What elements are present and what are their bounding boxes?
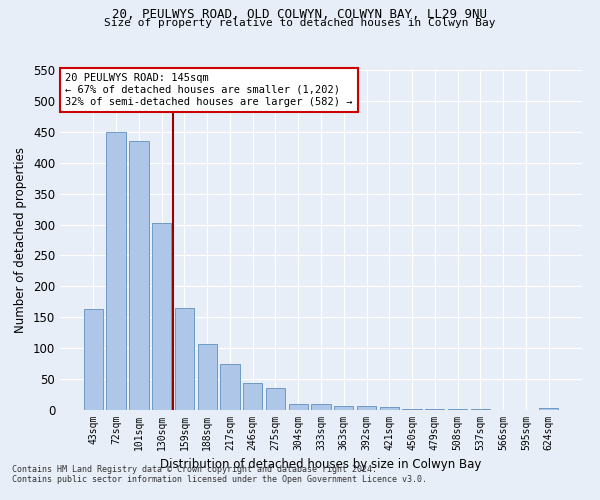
Bar (357, 406, 376, 410)
Bar (380, 407, 399, 410)
Bar (197, 344, 217, 410)
Bar (84, 309, 103, 410)
Bar (152, 222, 172, 410)
Text: 20 PEULWYS ROAD: 145sqm
← 67% of detached houses are smaller (1,202)
32% of semi: 20 PEULWYS ROAD: 145sqm ← 67% of detache… (65, 74, 353, 106)
Bar (175, 308, 194, 410)
Bar (243, 384, 262, 410)
Bar (129, 141, 149, 410)
X-axis label: Distribution of detached houses by size in Colwyn Bay: Distribution of detached houses by size … (160, 458, 482, 471)
Y-axis label: Number of detached properties: Number of detached properties (14, 147, 28, 333)
Bar (220, 364, 239, 410)
Text: Contains HM Land Registry data © Crown copyright and database right 2024.: Contains HM Land Registry data © Crown c… (12, 465, 377, 474)
Bar (266, 388, 285, 410)
Text: Contains public sector information licensed under the Open Government Licence v3: Contains public sector information licen… (12, 475, 427, 484)
Bar (289, 404, 308, 410)
Bar (539, 408, 558, 410)
Text: 20, PEULWYS ROAD, OLD COLWYN, COLWYN BAY, LL29 9NU: 20, PEULWYS ROAD, OLD COLWYN, COLWYN BAY… (113, 8, 487, 20)
Bar (334, 406, 353, 410)
Text: Size of property relative to detached houses in Colwyn Bay: Size of property relative to detached ho… (104, 18, 496, 28)
Bar (106, 132, 126, 410)
Bar (311, 404, 331, 410)
